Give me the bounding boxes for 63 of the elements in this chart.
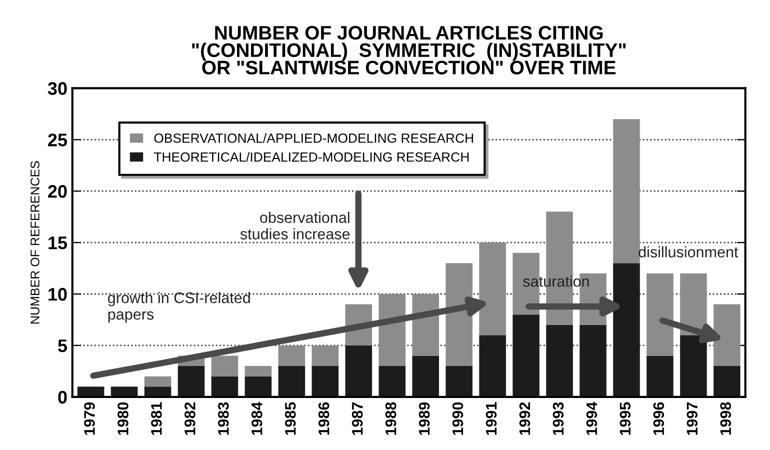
bar xyxy=(446,263,472,366)
x-tick-label: 1991 xyxy=(486,402,497,435)
bar xyxy=(714,366,740,397)
y-tick-label: 30 xyxy=(48,82,67,95)
y-tick-label: 0 xyxy=(58,390,67,404)
bar xyxy=(211,376,238,397)
bar xyxy=(446,366,472,397)
y-tick-label: 25 xyxy=(48,134,68,146)
x-tick-label: 1980 xyxy=(118,402,128,435)
x-tick-label: 1994 xyxy=(586,402,598,435)
bar xyxy=(278,345,306,366)
y-tick-label: 10 xyxy=(48,288,67,301)
x-tick-label: 1983 xyxy=(218,402,229,435)
x-tick-label: 1998 xyxy=(720,402,732,435)
bar xyxy=(345,345,372,397)
bar xyxy=(110,386,138,397)
x-tick-label: 1989 xyxy=(418,402,430,435)
x-tick-label: 1982 xyxy=(184,402,196,435)
bar xyxy=(144,386,172,397)
y-tick-label: 20 xyxy=(48,185,67,198)
x-tick-label: 1985 xyxy=(284,402,296,435)
bar xyxy=(479,335,506,397)
bar xyxy=(378,294,406,366)
x-tick-label: 1990 xyxy=(452,402,464,435)
x-tick-label: 1988 xyxy=(385,402,396,435)
y-tick-label: 15 xyxy=(48,236,68,250)
chart-title: NUMBER OF JOURNAL ARTICLES CITING "(CONDITIONAL) SYMMETRIC (IN)STABILITY" OR "SLANTWISE CONVECTION" OVER TIME xyxy=(192,26,626,75)
bar xyxy=(714,304,740,366)
bar xyxy=(613,263,640,397)
bar xyxy=(312,345,339,366)
bar xyxy=(312,366,339,397)
bar xyxy=(378,366,406,397)
bar xyxy=(412,356,440,397)
x-tick-label: 1979 xyxy=(84,402,95,435)
bar xyxy=(546,324,573,397)
bar xyxy=(646,356,674,397)
legend-label: THEORETICAL/IDEALIZED-MODELING RESEARCH xyxy=(154,152,469,162)
bar xyxy=(178,366,205,397)
annotation: growth in CSI-related papers xyxy=(108,292,250,323)
bar xyxy=(512,314,540,397)
annotation: observational studies increase xyxy=(240,212,350,240)
x-tick-label: 1993 xyxy=(552,402,564,435)
bar xyxy=(479,242,506,336)
x-tick-label: 1995 xyxy=(620,402,631,435)
bar xyxy=(244,376,272,397)
annotation: disillusionment xyxy=(638,246,738,258)
bar xyxy=(244,366,272,376)
y-tick-label: 5 xyxy=(58,340,68,352)
bar xyxy=(211,356,238,376)
y-axis-title: NUMBER OF REFERENCES xyxy=(30,161,40,324)
bar xyxy=(580,324,606,397)
x-tick-label: 1992 xyxy=(519,402,530,435)
x-tick-label: 1984 xyxy=(251,402,262,435)
x-tick-label: 1996 xyxy=(653,402,664,435)
x-tick-label: 1981 xyxy=(151,402,162,435)
x-tick-label: 1997 xyxy=(686,402,698,435)
x-tick-label: 1986 xyxy=(318,402,330,435)
bar xyxy=(613,119,640,264)
bar xyxy=(77,386,104,397)
x-tick-label: 1987 xyxy=(352,402,363,435)
bar xyxy=(278,366,306,397)
legend-label: OBSERVATIONAL/APPLIED-MODELING RESEARCH xyxy=(154,133,474,143)
bar xyxy=(144,376,172,387)
